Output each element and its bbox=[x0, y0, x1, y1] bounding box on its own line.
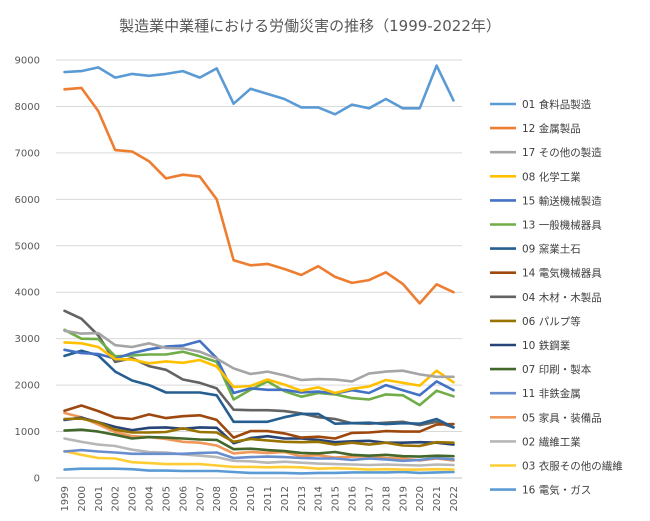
legend-label: 15 輸送機械製造 bbox=[522, 194, 602, 207]
x-tick-label: 2017 bbox=[364, 486, 375, 511]
x-tick-label: 2004 bbox=[145, 486, 156, 511]
x-tick-label: 2020 bbox=[415, 486, 426, 511]
x-tick-label: 2009 bbox=[229, 486, 240, 511]
legend-label: 08 化学工業 bbox=[522, 170, 581, 183]
x-tick-label: 2005 bbox=[161, 486, 172, 511]
y-tick-label: 1000 bbox=[15, 427, 40, 438]
x-tick-label: 2015 bbox=[331, 486, 342, 511]
legend-label: 09 窯業土石 bbox=[522, 243, 581, 256]
y-tick-label: 0 bbox=[34, 474, 40, 485]
legend-label: 06 パルプ等 bbox=[522, 315, 581, 328]
series-line bbox=[63, 449, 455, 471]
y-axis: 0 1000 2000 3000 4000 5000 6000 7000 8000 9000 bbox=[15, 56, 40, 485]
series-line bbox=[63, 448, 455, 463]
legend-label: 04 木材・木製品 bbox=[522, 291, 602, 304]
x-tick-label: 2013 bbox=[297, 486, 308, 511]
plot-area bbox=[63, 64, 455, 475]
x-tick-label: 2006 bbox=[178, 486, 189, 511]
series-line bbox=[63, 417, 455, 448]
x-tick-label: 2011 bbox=[263, 486, 274, 511]
y-tick-label: 8000 bbox=[15, 102, 40, 113]
legend-label: 16 電気・ガス bbox=[522, 484, 591, 497]
x-tick-label: 2012 bbox=[280, 486, 291, 511]
gridlines bbox=[56, 59, 462, 479]
series-line bbox=[63, 467, 455, 475]
x-tick-label: 2003 bbox=[128, 486, 139, 511]
legend-label: 10 鉄鋼業 bbox=[522, 339, 571, 352]
series-line bbox=[63, 64, 455, 116]
series-line bbox=[63, 86, 455, 305]
legend-label: 17 その他の製造 bbox=[522, 146, 602, 159]
legend-label: 12 金属製品 bbox=[522, 122, 581, 135]
series-line bbox=[63, 329, 455, 383]
series-line bbox=[63, 404, 455, 440]
x-tick-label: 2002 bbox=[111, 486, 122, 511]
x-tick-label: 2001 bbox=[94, 486, 105, 511]
series-line bbox=[63, 341, 455, 395]
legend-label: 01 食料品製造 bbox=[522, 98, 592, 111]
y-tick-label: 2000 bbox=[15, 381, 40, 392]
legend-label: 02 繊維工業 bbox=[522, 435, 581, 448]
y-tick-label: 9000 bbox=[15, 56, 40, 67]
x-tick-label: 2022 bbox=[449, 486, 460, 511]
legend: 01 食料品製造 12 金属製品 17 その他の製造 08 化学工業 15 輸送機械製造… bbox=[490, 98, 623, 497]
legend-label: 11 非鉄金属 bbox=[522, 387, 581, 400]
x-tick-label: 2000 bbox=[77, 486, 88, 511]
series-line bbox=[63, 339, 455, 397]
x-tick-label: 2010 bbox=[246, 486, 257, 511]
series-line bbox=[63, 428, 455, 458]
x-tick-label: 1999 bbox=[60, 486, 71, 511]
x-tick-label: 2018 bbox=[381, 486, 392, 511]
x-tick-label: 2021 bbox=[432, 486, 443, 511]
x-tick-label: 2014 bbox=[314, 486, 325, 511]
series-line bbox=[63, 411, 455, 462]
x-tick-label: 2007 bbox=[195, 486, 206, 511]
legend-label: 13 一般機械器具 bbox=[522, 219, 602, 232]
series-line bbox=[63, 349, 455, 429]
y-tick-label: 4000 bbox=[15, 288, 40, 299]
legend-label: 03 衣服その他の繊維 bbox=[522, 460, 623, 473]
legend-label: 07 印刷・製本 bbox=[522, 363, 592, 376]
y-tick-label: 7000 bbox=[15, 148, 40, 159]
x-tick-label: 2016 bbox=[348, 486, 359, 511]
y-tick-label: 5000 bbox=[15, 241, 40, 252]
legend-label: 14 電気機械器具 bbox=[522, 267, 602, 280]
chart-title: 製造業中業種における労働災害の推移（1999-2022年） bbox=[119, 17, 501, 35]
x-axis: 1999 2000 2001 2002 2003 2004 2005 2006 2007 2008… bbox=[60, 486, 460, 511]
y-tick-label: 6000 bbox=[15, 195, 40, 206]
series-line bbox=[63, 328, 455, 407]
x-tick-label: 2008 bbox=[212, 486, 223, 511]
legend-label: 05 家具・装備品 bbox=[522, 411, 602, 424]
x-tick-label: 2019 bbox=[398, 486, 409, 511]
series-line bbox=[63, 309, 455, 429]
y-tick-label: 3000 bbox=[15, 334, 40, 345]
series-line bbox=[63, 437, 455, 467]
